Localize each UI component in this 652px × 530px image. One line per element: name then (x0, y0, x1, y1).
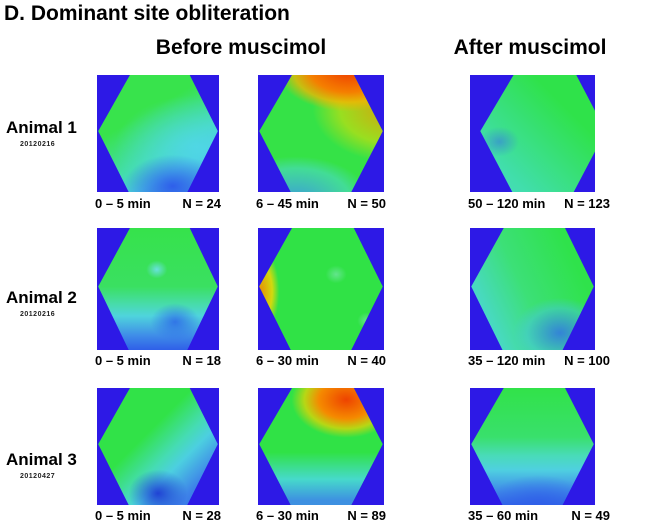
heatmap-animal2-after (470, 228, 595, 350)
time-window-label: 6 – 30 min (256, 508, 319, 523)
row-label-animal1: Animal 1 20120216 (6, 118, 94, 148)
row-label-animal3: Animal 3 20120427 (6, 450, 94, 480)
time-window-label: 35 – 60 min (468, 508, 539, 523)
time-window-label: 0 – 5 min (95, 353, 151, 368)
animal3-session-code: 20120427 (20, 473, 56, 480)
n-count-label: N = 49 (571, 508, 610, 523)
hexagon-map (259, 388, 383, 505)
time-window-label: 0 – 5 min (95, 508, 151, 523)
n-count-label: N = 24 (182, 196, 221, 211)
hexagon-map (471, 388, 594, 505)
caption-animal1-panel2: 6 – 45 min N = 50 (256, 196, 386, 211)
caption-animal2-panel2: 6 – 30 min N = 40 (256, 353, 386, 368)
column-header-before-muscimol: Before muscimol (155, 36, 327, 59)
row-label-animal2: Animal 2 20120216 (6, 288, 94, 318)
caption-animal1-panel3: 50 – 120 min N = 123 (468, 196, 610, 211)
animal2-session-code: 20120216 (20, 311, 56, 318)
heatmap-animal1-after (470, 75, 595, 192)
heatmap-animal3-after (470, 388, 595, 505)
caption-animal3-panel1: 0 – 5 min N = 28 (95, 508, 221, 523)
caption-animal1-panel1: 0 – 5 min N = 24 (95, 196, 221, 211)
n-count-label: N = 50 (347, 196, 386, 211)
hexagon-map (259, 228, 383, 350)
n-count-label: N = 28 (182, 508, 221, 523)
figure-title: D. Dominant site obliteration (4, 2, 290, 25)
column-header-after-muscimol: After muscimol (453, 36, 607, 59)
time-window-label: 50 – 120 min (468, 196, 546, 211)
time-window-label: 0 – 5 min (95, 196, 151, 211)
time-window-label: 35 – 120 min (468, 353, 546, 368)
n-count-label: N = 18 (182, 353, 221, 368)
caption-animal2-panel3: 35 – 120 min N = 100 (468, 353, 610, 368)
animal1-session-code: 20120216 (20, 141, 56, 148)
heatmap-animal1-before-late (258, 75, 384, 192)
animal1-name: Animal 1 (6, 118, 77, 137)
n-count-label: N = 123 (564, 196, 610, 211)
animal2-name: Animal 2 (6, 288, 77, 307)
hexagon-map (480, 75, 595, 192)
time-window-label: 6 – 30 min (256, 353, 319, 368)
animal3-name: Animal 3 (6, 450, 77, 469)
caption-animal2-panel1: 0 – 5 min N = 18 (95, 353, 221, 368)
hexagon-map (259, 75, 383, 192)
hexagon-map (98, 228, 218, 350)
n-count-label: N = 100 (564, 353, 610, 368)
heatmap-animal2-before-late (258, 228, 384, 350)
hexagon-map (471, 228, 594, 350)
heatmap-animal3-before-late (258, 388, 384, 505)
heatmap-animal1-before-early (97, 75, 219, 192)
heatmap-animal3-before-early (97, 388, 219, 505)
hexagon-map (98, 388, 218, 505)
caption-animal3-panel2: 6 – 30 min N = 89 (256, 508, 386, 523)
n-count-label: N = 89 (347, 508, 386, 523)
n-count-label: N = 40 (347, 353, 386, 368)
time-window-label: 6 – 45 min (256, 196, 319, 211)
heatmap-animal2-before-early (97, 228, 219, 350)
caption-animal3-panel3: 35 – 60 min N = 49 (468, 508, 610, 523)
hexagon-map (98, 75, 218, 192)
